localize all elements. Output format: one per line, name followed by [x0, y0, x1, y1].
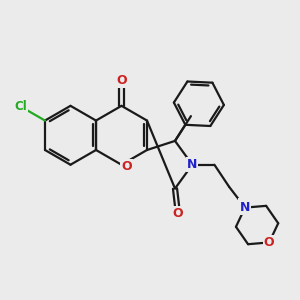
Text: O: O [264, 236, 274, 249]
Text: O: O [116, 74, 127, 87]
Text: O: O [122, 160, 132, 173]
Text: Cl: Cl [15, 100, 27, 113]
Text: N: N [187, 158, 197, 171]
Text: O: O [173, 208, 183, 220]
Text: N: N [238, 200, 249, 212]
Text: N: N [240, 201, 250, 214]
